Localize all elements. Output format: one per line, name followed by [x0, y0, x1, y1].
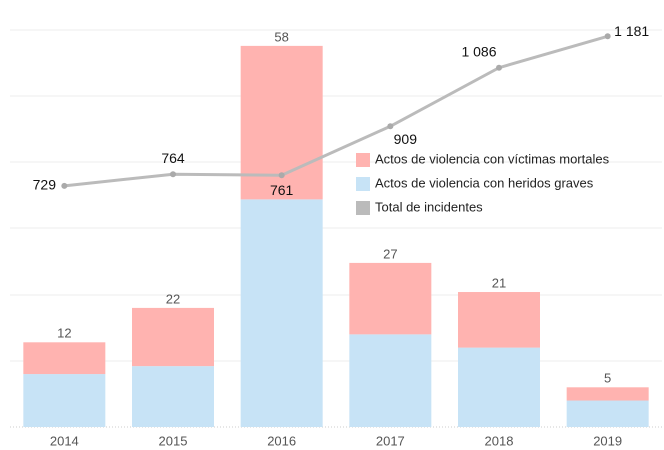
bar-segment	[349, 262, 432, 335]
bar-segment	[458, 347, 540, 427]
line-point	[61, 182, 68, 189]
bar-segment	[566, 400, 649, 427]
legend-swatch	[356, 153, 370, 167]
line-point	[170, 171, 176, 178]
legend-label: Actos de violencia con heridos graves	[375, 175, 594, 190]
bar-segment	[349, 334, 432, 427]
legend-label: Total de incidentes	[375, 199, 483, 214]
legend-swatch	[356, 177, 370, 191]
bar-segment	[458, 292, 540, 348]
line-label: 729	[33, 177, 57, 193]
line-label: 909	[394, 131, 418, 147]
x-tick-label: 2015	[159, 433, 188, 448]
line	[64, 34, 609, 188]
bar-segment	[132, 366, 214, 427]
legend-label: Actos de violencia con víctimas mortales	[375, 151, 610, 166]
x-tick-label: 2017	[376, 433, 405, 448]
data-label: 27	[383, 246, 397, 261]
bar-segment	[566, 387, 649, 401]
grid	[10, 29, 662, 428]
line-point	[387, 123, 394, 130]
line-point	[604, 33, 611, 40]
line-label: 764	[161, 150, 185, 166]
data-label: 5	[604, 371, 611, 386]
data-label: 21	[492, 275, 506, 290]
x-tick-label: 2016	[267, 433, 296, 448]
bar-segment	[23, 374, 106, 427]
data-label: 58	[274, 29, 288, 44]
data-label: 12	[57, 326, 71, 341]
bar-segment	[23, 342, 106, 375]
line-point	[496, 64, 502, 71]
bar-segment	[132, 307, 214, 367]
data-label: 22	[166, 291, 180, 306]
bar-segment	[240, 199, 323, 427]
line-label: 1 181	[614, 23, 649, 39]
x-tick-label: 2014	[50, 433, 79, 448]
x-tick-label: 2018	[485, 433, 514, 448]
legend-swatch	[356, 201, 370, 215]
x-tick-label: 2019	[593, 433, 622, 448]
line-label: 1 086	[461, 43, 496, 59]
line-label: 761	[270, 182, 294, 198]
line-point	[278, 172, 285, 179]
